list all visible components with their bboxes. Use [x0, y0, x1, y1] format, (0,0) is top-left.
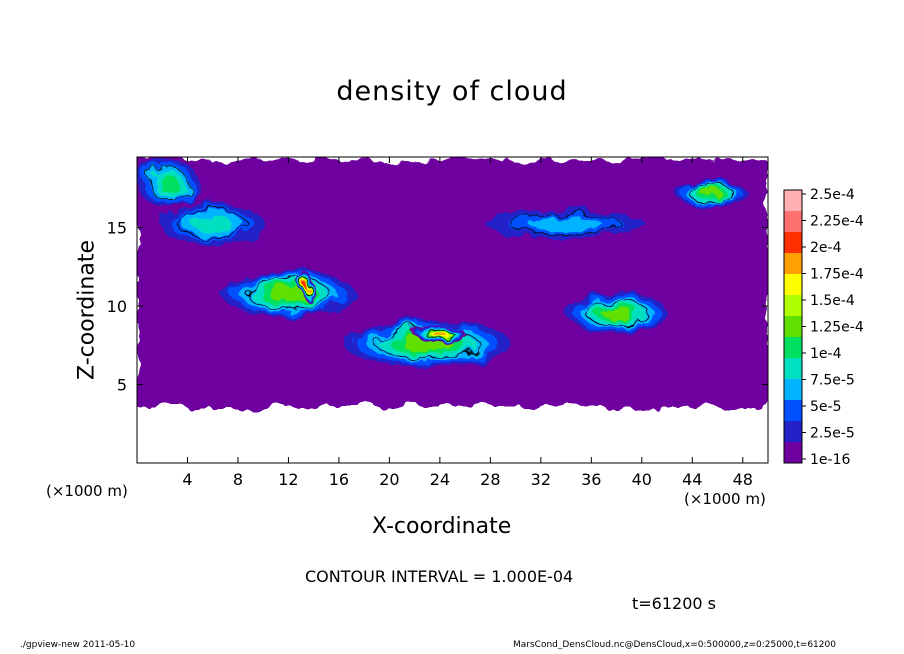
x-tick-label-32: 32 [531, 470, 551, 489]
contour-line-4 [302, 279, 312, 295]
field-blob-7-ring-6 [601, 305, 632, 319]
colorbar-label-8: 5e-5 [810, 399, 841, 415]
contour-line-2 [177, 210, 248, 239]
y-tick-label-10: 10 [107, 297, 127, 316]
colorbar-swatch-5 [784, 295, 802, 317]
density-field [137, 157, 768, 407]
colorbar-swatch-2 [784, 232, 802, 254]
y-axis: 5 10 15 [107, 219, 768, 395]
x-tick-label-40: 40 [632, 470, 652, 489]
chart-title: density of cloud [336, 76, 568, 107]
time-label: t=61200 s [632, 594, 716, 613]
colorbar-label-3: 1.75e-4 [810, 267, 864, 283]
x-unit-left: (×1000 m) [46, 482, 128, 500]
y-tick-label-15: 15 [107, 219, 127, 238]
contour-interval: CONTOUR INTERVAL = 1.000E-04 [305, 567, 574, 586]
y-tick-label-5: 5 [117, 376, 127, 395]
x-tick-label-4: 4 [182, 470, 192, 489]
colorbar: 2.5e-4 2.25e-4 2e-4 1.75e-4 1.5e-4 1.25e-4 1e-… [783, 187, 864, 468]
colorbar-swatch-6 [784, 316, 802, 338]
colorbar-label-1: 2.25e-4 [810, 214, 864, 230]
contour-line-8 [688, 184, 734, 203]
colorbar-swatch-7 [784, 337, 802, 359]
x-tick-label-8: 8 [233, 470, 243, 489]
colorbar-label-10: 1e-16 [810, 452, 850, 468]
contour-line-9 [510, 213, 623, 236]
x-tick-label-48: 48 [733, 470, 753, 489]
footer-left: ./gpview-new 2011-05-10 [20, 640, 136, 650]
colorbar-swatch-11 [784, 421, 802, 443]
colorbar-swatch-4 [784, 274, 802, 296]
field-blob-3-ring-6 [267, 286, 309, 301]
field-blob-4-ring-10 [305, 284, 310, 291]
colorbar-swatch-3 [784, 253, 802, 275]
field-blob-2-ring-4 [192, 216, 233, 233]
field-blob-8-ring-6 [700, 188, 723, 198]
x-unit-right: (×1000 m) [684, 490, 766, 508]
x-axis: 4 8 12 16 20 24 28 32 36 40 44 48 [182, 157, 753, 489]
plot-area [137, 157, 768, 463]
colorbar-label-9: 2.5e-5 [810, 426, 855, 442]
colorbar-swatch-10 [784, 400, 802, 422]
colorbar-swatch-8 [784, 358, 802, 380]
colorbar-swatch-0 [784, 190, 802, 212]
contour-line-3 [246, 278, 331, 309]
colorbar-swatch-1 [784, 211, 802, 233]
x-tick-label-12: 12 [278, 470, 298, 489]
contour-line-7 [584, 299, 649, 326]
field-blob-6-ring-9 [433, 332, 446, 337]
field-blob-1-ring-5 [158, 175, 179, 192]
x-tick-label-44: 44 [682, 470, 702, 489]
colorbar-label-0: 2.5e-4 [810, 187, 855, 203]
colorbar-label-7: 7.5e-5 [810, 373, 855, 389]
colorbar-label-6: 1e-4 [810, 346, 842, 362]
y-axis-label: Z-coordinate [74, 240, 100, 380]
x-axis-label: X-coordinate [372, 514, 512, 539]
x-tick-label-20: 20 [379, 470, 399, 489]
plot-frame [136, 156, 769, 464]
colorbar-swatch-9 [784, 379, 802, 401]
x-tick-label-36: 36 [581, 470, 601, 489]
x-tick-label-28: 28 [480, 470, 500, 489]
x-tick-label-16: 16 [329, 470, 349, 489]
colorbar-label-4: 1.5e-4 [810, 293, 855, 309]
field-blob-9-ring-3 [529, 217, 603, 232]
contour-line-6 [425, 328, 455, 340]
x-tick-label-24: 24 [430, 470, 450, 489]
colorbar-label-2: 2e-4 [810, 240, 842, 256]
contour-line-1 [148, 167, 189, 200]
colorbar-label-5: 1.25e-4 [810, 320, 864, 336]
colorbar-swatch-12 [784, 442, 802, 464]
footer-right: MarsCond_DensCloud.nc@DensCloud,x=0:5000… [513, 640, 836, 650]
